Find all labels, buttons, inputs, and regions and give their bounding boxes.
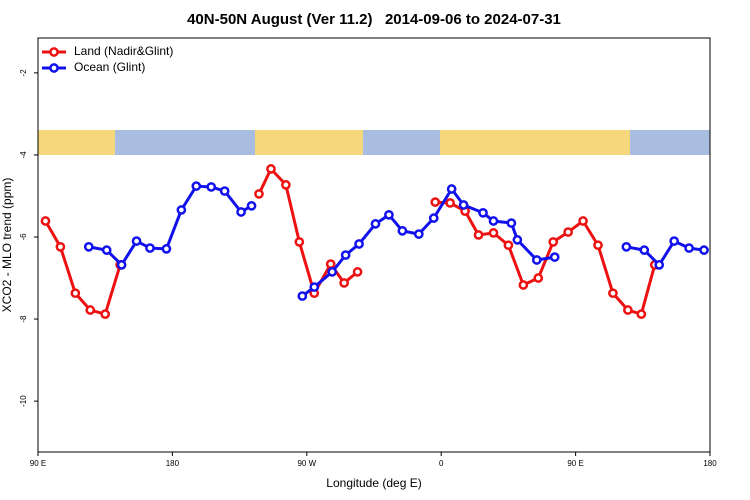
data-point [503,240,514,251]
data-point [446,184,457,194]
data-point [219,186,230,196]
data-point [397,225,408,236]
data-point [654,260,665,270]
series-line [88,184,705,298]
x-tick-label: 180 [166,459,180,468]
x-tick-label: 90 E [567,459,583,468]
data-point [488,216,499,226]
data-point [246,200,257,211]
data-point [191,181,202,191]
data-point [621,241,632,252]
data-point [352,267,363,277]
land-strip [440,130,630,155]
data-point [512,235,523,245]
data-point [40,216,51,226]
y-tick-label: -10 [19,395,28,407]
data-point [563,227,573,237]
data-point [354,239,364,249]
data-point [70,288,81,299]
data-point [593,240,603,251]
data-point [608,288,618,299]
land-strip [38,130,115,155]
data-point [176,205,187,215]
data-point [206,182,217,192]
data-point [297,291,308,301]
data-point [325,259,336,269]
data-point [518,280,529,290]
data-point [327,267,338,277]
data-point [370,219,381,229]
data-point [83,241,94,252]
data-point [55,241,66,252]
legend-label: Ocean (Glint) [74,60,145,74]
data-point [669,236,680,246]
x-tick-label: 90 W [297,459,316,468]
data-point [254,189,264,199]
data-point [623,305,633,315]
data-point [428,213,439,223]
data-point [413,229,424,239]
data-point [445,198,456,208]
data-point [339,278,349,288]
data-point [85,305,96,315]
data-point [531,255,542,265]
data-point [236,207,246,217]
x-axis-label: Longitude (deg E) [326,476,421,490]
data-point [116,260,127,270]
data-point [639,245,650,255]
data-point [101,245,112,255]
data-point [684,243,694,253]
data-point [430,197,441,207]
data-point [266,164,276,174]
data-point [473,230,484,240]
data-point [100,309,111,319]
data-point [458,200,469,210]
data-point [533,273,544,283]
data-point [478,207,488,218]
data-point [506,218,517,228]
y-tick-label: -8 [19,315,28,323]
plot-frame [37,37,711,453]
data-point [131,236,142,246]
y-axis-label: XCO2 - MLO trend (ppm) [0,178,14,313]
chart-title: 40N-50N August (Ver 11.2) 2014-09-06 to … [187,11,561,28]
y-tick-label: -6 [19,233,28,241]
data-point [294,237,305,247]
data-point [161,244,172,254]
data-point [548,237,559,247]
legend-label: Land (Nadir&Glint) [74,44,173,58]
x-tick-label: 0 [439,459,444,468]
data-point [309,282,320,292]
land-strip [255,130,363,155]
data-point [578,216,588,226]
data-point [488,228,499,238]
x-tick-label: 90 E [30,459,46,468]
data-point [384,209,394,220]
data-point [340,250,351,260]
data-point [549,252,560,262]
y-tick-label: -4 [19,151,28,159]
legend-marker [49,63,59,73]
data-point [281,180,291,190]
map-strip [38,130,710,155]
data-point [636,309,647,319]
data-point [145,243,155,253]
y-tick-label: -2 [19,69,28,77]
x-tick-label: 180 [703,459,717,468]
data-point [699,245,709,255]
legend-marker [49,47,59,57]
